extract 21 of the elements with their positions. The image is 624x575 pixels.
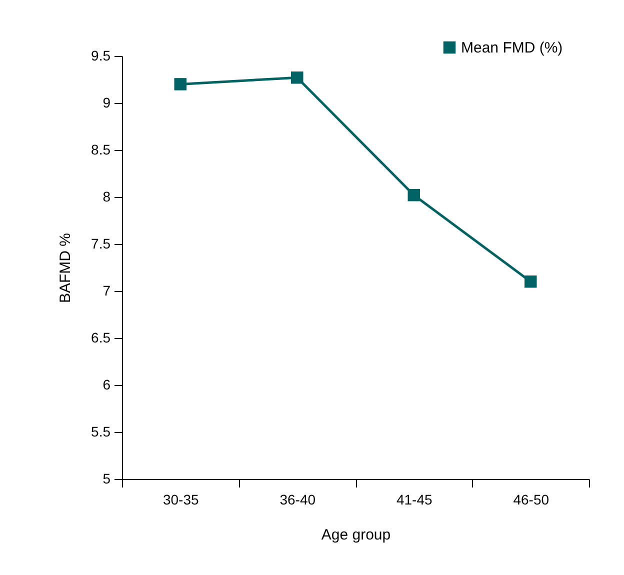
y-tick-label: 6 <box>102 376 111 392</box>
y-tick-label: 8 <box>102 188 111 204</box>
y-tick-label: 7 <box>102 282 111 298</box>
y-tick-label: 9.5 <box>91 48 111 64</box>
x-axis-title: Age group <box>321 526 391 544</box>
point <box>408 188 420 202</box>
x-tick-label: 41-45 <box>396 492 432 508</box>
y-tick-label: 6.5 <box>91 330 111 346</box>
legend-label: Mean FMD (%) <box>461 40 563 56</box>
x-tick-label: 36-40 <box>280 492 316 508</box>
y-tick-label: 7.5 <box>91 236 111 252</box>
point <box>524 275 537 288</box>
y-tick-label: 5.5 <box>91 424 111 440</box>
point <box>174 78 186 90</box>
y-axis-title: BAFMD % <box>57 232 74 304</box>
point <box>291 71 304 84</box>
x-tick-label: 30-35 <box>162 492 199 508</box>
y-tick-label: 5 <box>102 470 111 486</box>
x-tick-label: 46-50 <box>513 492 550 508</box>
y-tick-label: 8.5 <box>91 142 111 158</box>
y-tick-label: 9 <box>102 94 111 110</box>
